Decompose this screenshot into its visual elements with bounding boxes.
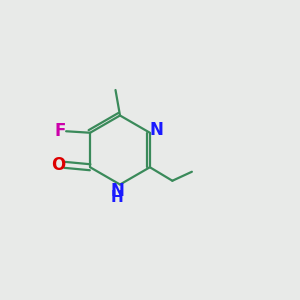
Text: N: N: [110, 182, 124, 200]
Text: H: H: [111, 190, 123, 206]
Text: N: N: [149, 121, 164, 139]
Text: O: O: [51, 156, 65, 174]
Text: F: F: [54, 122, 66, 140]
